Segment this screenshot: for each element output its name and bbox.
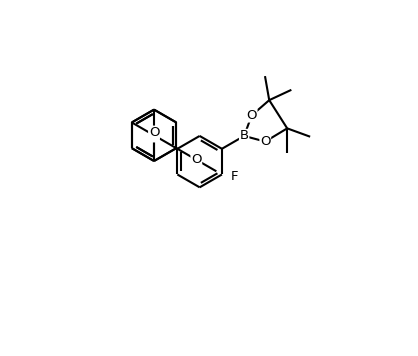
Text: O: O (191, 153, 201, 166)
Text: B: B (240, 130, 249, 142)
Text: O: O (260, 135, 270, 148)
Text: O: O (149, 126, 159, 139)
Text: F: F (230, 170, 238, 183)
Text: O: O (246, 109, 257, 122)
Text: N: N (149, 129, 159, 142)
